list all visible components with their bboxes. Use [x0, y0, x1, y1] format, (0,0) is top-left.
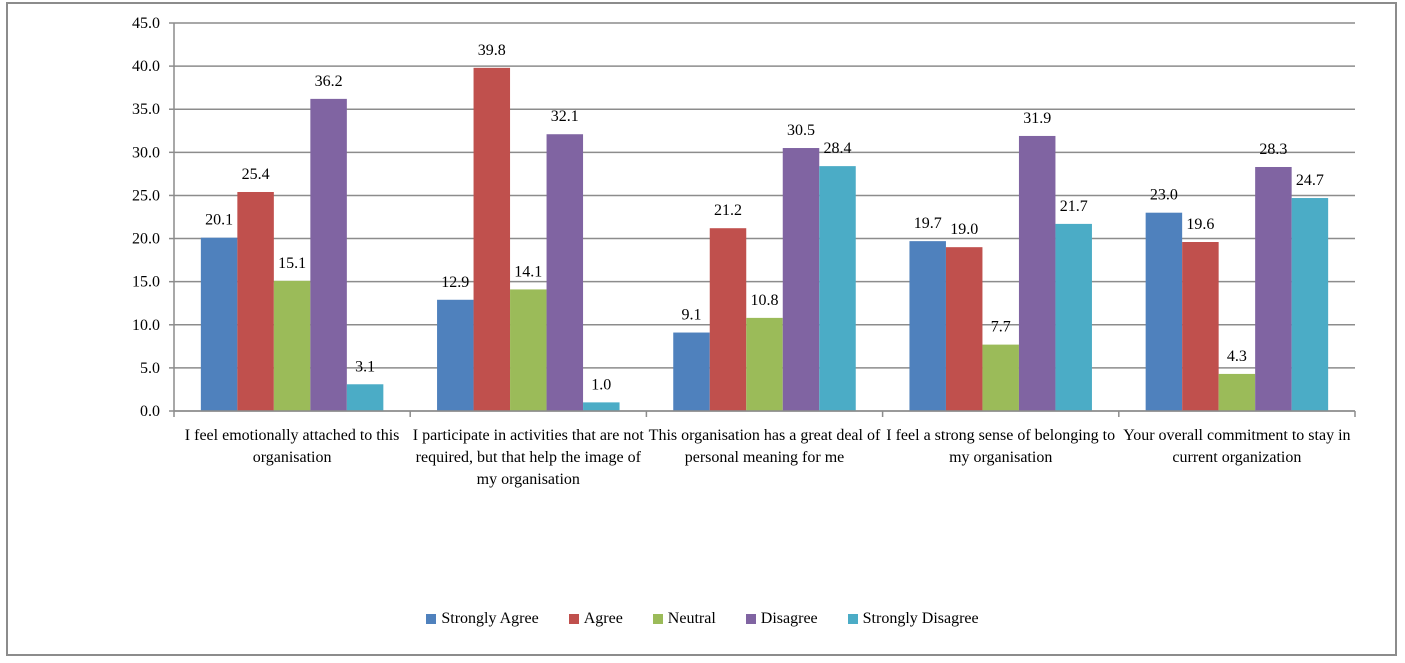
y-tick-label: 15.0 — [132, 274, 160, 291]
data-label: 3.1 — [355, 358, 375, 375]
y-tick-label: 30.0 — [132, 144, 160, 161]
data-label: 21.2 — [714, 202, 742, 219]
bar — [546, 134, 584, 411]
bar — [945, 247, 983, 411]
bar — [346, 384, 384, 411]
bar — [1255, 166, 1292, 411]
legend-swatch — [568, 614, 579, 624]
legend-label: Strongly Agree — [441, 610, 539, 627]
bar — [583, 402, 620, 411]
bar — [510, 289, 547, 411]
data-label: 19.0 — [950, 221, 978, 238]
data-label: 10.8 — [751, 292, 779, 309]
bar — [746, 317, 783, 411]
legend-item: Disagree — [745, 610, 818, 628]
data-label: 25.4 — [242, 166, 270, 183]
bar — [200, 237, 238, 411]
y-tick-label: 10.0 — [132, 317, 160, 334]
bar — [1182, 242, 1219, 411]
data-label: 14.1 — [514, 263, 542, 280]
legend-swatch — [652, 614, 663, 624]
y-tick-label: 35.0 — [132, 101, 160, 118]
category-label: I feel emotionally attached to this orga… — [184, 427, 400, 466]
bar — [237, 191, 274, 411]
bar — [782, 148, 820, 411]
data-label: 39.8 — [478, 42, 506, 59]
data-label: 1.0 — [591, 376, 611, 393]
data-label: 7.7 — [991, 319, 1011, 336]
bar — [909, 241, 946, 411]
data-label: 9.1 — [682, 307, 702, 324]
data-label: 15.1 — [278, 255, 306, 272]
y-tick-label: 20.0 — [132, 231, 160, 248]
data-label: 21.7 — [1060, 198, 1088, 215]
data-label: 32.1 — [551, 108, 579, 125]
y-tick-label: 40.0 — [132, 58, 160, 75]
data-label: 36.2 — [315, 73, 343, 90]
bar — [1055, 223, 1092, 411]
category-label: I participate in activities that are not… — [412, 427, 644, 488]
bar — [1291, 198, 1329, 411]
data-label: 19.6 — [1186, 216, 1214, 233]
legend-item: Agree — [568, 610, 623, 628]
bar — [1218, 373, 1256, 411]
y-tick-label: 45.0 — [132, 15, 160, 32]
data-label: 24.7 — [1296, 172, 1324, 189]
data-label: 20.1 — [205, 212, 233, 229]
legend-label: Neutral — [667, 610, 716, 627]
legend-label: Disagree — [760, 610, 818, 627]
data-label: 28.4 — [824, 140, 852, 157]
legend-swatch — [426, 614, 437, 624]
legend-swatch — [745, 614, 756, 624]
bar — [310, 98, 347, 412]
y-tick-label: 25.0 — [132, 187, 160, 204]
bar — [819, 166, 856, 411]
bar — [273, 280, 311, 411]
bar — [673, 332, 710, 411]
category-label: I feel a strong sense of belonging to my… — [886, 427, 1116, 466]
bar — [1018, 135, 1056, 411]
data-label: 23.0 — [1150, 187, 1178, 204]
y-tick-label: 5.0 — [140, 360, 160, 377]
data-label: 12.9 — [441, 274, 469, 291]
legend-item: Strongly Agree — [426, 610, 539, 628]
data-label: 30.5 — [787, 122, 815, 139]
bar — [982, 344, 1019, 411]
data-label: 31.9 — [1023, 110, 1051, 127]
data-label: 19.7 — [914, 215, 942, 232]
y-tick-label: 0.0 — [140, 403, 160, 420]
bar — [1145, 212, 1183, 411]
bar — [437, 299, 474, 411]
bar — [473, 67, 511, 411]
data-label: 28.3 — [1259, 141, 1287, 158]
legend-label: Agree — [583, 610, 623, 627]
legend-item: Strongly Disagree — [847, 610, 979, 628]
bar — [709, 228, 747, 411]
legend: Strongly Agree Agree Neutral Disagree Strong… — [0, 610, 1405, 628]
legend-label: Strongly Disagree — [862, 610, 979, 627]
category-label: Your overall commitment to stay in curre… — [1123, 427, 1351, 466]
data-label: 4.3 — [1227, 348, 1247, 365]
legend-swatch — [847, 614, 858, 624]
category-label: This organisation has a great deal of pe… — [648, 427, 881, 466]
legend-item: Neutral — [652, 610, 716, 628]
